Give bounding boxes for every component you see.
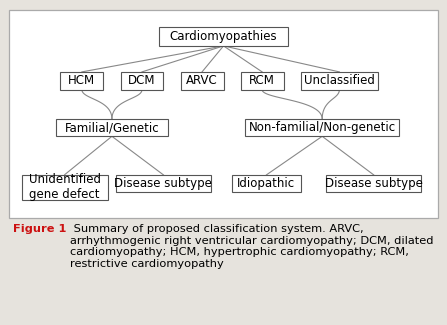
Text: Cardiomyopathies: Cardiomyopathies <box>170 30 277 43</box>
Text: Summary of proposed classification system. ARVC, arrhythmogenic right ventricula: Summary of proposed classification syste… <box>70 224 434 269</box>
Text: Unclassified: Unclassified <box>304 74 375 87</box>
Text: Disease subtype: Disease subtype <box>114 177 212 190</box>
Text: Familial/Genetic: Familial/Genetic <box>65 121 159 134</box>
FancyBboxPatch shape <box>159 27 288 46</box>
FancyBboxPatch shape <box>326 175 421 192</box>
FancyBboxPatch shape <box>301 72 378 90</box>
FancyBboxPatch shape <box>240 72 283 90</box>
FancyBboxPatch shape <box>245 119 400 136</box>
FancyBboxPatch shape <box>181 72 224 90</box>
FancyBboxPatch shape <box>116 175 211 192</box>
Text: Unidentified
gene defect: Unidentified gene defect <box>29 173 101 201</box>
FancyBboxPatch shape <box>121 72 164 90</box>
FancyBboxPatch shape <box>232 175 301 192</box>
Text: RCM: RCM <box>249 74 275 87</box>
FancyBboxPatch shape <box>60 72 103 90</box>
Text: Idiopathic: Idiopathic <box>237 177 295 190</box>
FancyBboxPatch shape <box>56 119 168 136</box>
Text: HCM: HCM <box>68 74 96 87</box>
Text: Non-familial/Non-genetic: Non-familial/Non-genetic <box>249 121 396 134</box>
Text: Figure 1: Figure 1 <box>13 224 67 234</box>
Text: Disease subtype: Disease subtype <box>325 177 422 190</box>
FancyBboxPatch shape <box>22 175 108 200</box>
Text: ARVC: ARVC <box>186 74 218 87</box>
Text: DCM: DCM <box>128 74 156 87</box>
FancyBboxPatch shape <box>9 10 438 218</box>
